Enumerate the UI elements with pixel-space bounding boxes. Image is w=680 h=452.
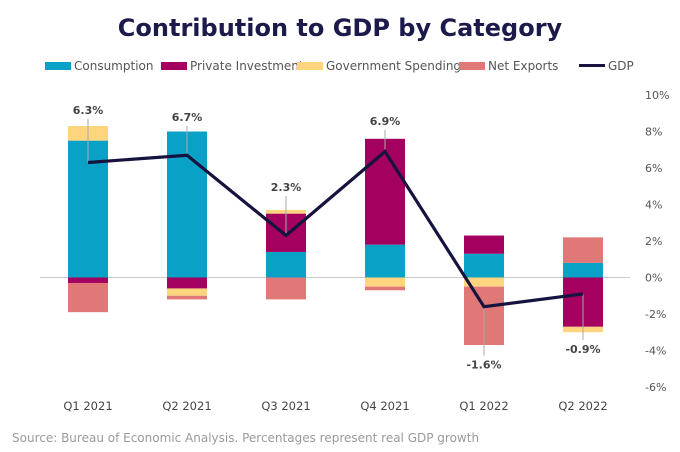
- legend-item-net-exports: Net Exports: [459, 59, 558, 73]
- bar-government-spending-q2-2021: [167, 288, 207, 296]
- y-tick-label: 10%: [645, 89, 669, 102]
- x-axis: Q1 2021 Q2 2021 Q3 2021 Q4 2021 Q1 2022 Q2 20…: [63, 399, 607, 413]
- legend-item-gdp: GDP: [579, 59, 634, 73]
- bar-net-exports-q4-2021: [365, 286, 405, 291]
- bar-private-investment-q1-2022: [464, 235, 504, 254]
- y-tick-label: -2%: [645, 308, 666, 321]
- y-tick-label: 6%: [645, 162, 662, 175]
- source-note: Source: Bureau of Economic Analysis. Per…: [12, 431, 479, 445]
- gdp-line: [87, 149, 584, 309]
- bar-net-exports-q1-2021: [68, 282, 108, 313]
- x-tick-label: Q1 2021: [63, 399, 112, 413]
- y-tick-label: 0%: [645, 272, 662, 285]
- bar-stack-q4-2021: [365, 138, 405, 291]
- legend-label: Net Exports: [488, 59, 558, 73]
- y-tick-label: 4%: [645, 199, 662, 212]
- legend-label: GDP: [608, 59, 634, 73]
- bar-consumption-q2-2022: [563, 262, 603, 278]
- legend-swatch-line: [579, 64, 605, 67]
- gdp-line-layer: [87, 149, 584, 309]
- legend-swatch: [45, 62, 71, 70]
- y-tick-label: -6%: [645, 381, 666, 394]
- data-labels: 6.3% 6.7% 2.3% 6.9% -1.6% -0.9%: [73, 104, 601, 372]
- legend-swatch: [161, 62, 187, 70]
- bar-consumption-q4-2021: [365, 244, 405, 278]
- bar-net-exports-q2-2022: [563, 237, 603, 263]
- gdp-data-label: 6.9%: [370, 115, 401, 128]
- y-tick-label: 8%: [645, 126, 662, 139]
- x-tick-label: Q3 2021: [261, 399, 310, 413]
- legend-label: Private Investment: [190, 59, 304, 73]
- x-tick-label: Q4 2021: [360, 399, 409, 413]
- gdp-data-label: -1.6%: [466, 359, 501, 372]
- bar-consumption-q3-2021: [266, 251, 306, 278]
- bar-government-spending-q4-2021: [365, 277, 405, 287]
- legend-swatch: [297, 62, 323, 70]
- legend-label: Government Spending: [326, 59, 461, 73]
- bar-private-investment-q1-2021: [68, 277, 108, 283]
- bar-private-investment-q2-2021: [167, 277, 207, 289]
- bar-government-spending-q1-2022: [464, 277, 504, 287]
- legend-item-government-spending: Government Spending: [297, 59, 461, 73]
- x-tick-label: Q2 2021: [162, 399, 211, 413]
- legend-item-consumption: Consumption: [45, 59, 153, 73]
- x-tick-label: Q2 2022: [558, 399, 607, 413]
- bar-consumption-q1-2022: [464, 253, 504, 278]
- legend-item-private-investment: Private Investment: [161, 59, 304, 73]
- y-axis: 10% 8% 6% 4% 2% 0% -2% -4% -6%: [645, 89, 669, 394]
- bar-private-investment-q4-2021: [365, 138, 405, 245]
- y-tick-label: 2%: [645, 235, 662, 248]
- chart-title: Contribution to GDP by Category: [118, 14, 563, 42]
- x-tick-label: Q1 2022: [459, 399, 508, 413]
- legend-label: Consumption: [74, 59, 153, 73]
- legend: Consumption Private Investment Government …: [45, 59, 634, 73]
- bar-net-exports-q3-2021: [266, 277, 306, 300]
- gdp-data-label: -0.9%: [565, 343, 600, 356]
- label-leader-lines: [87, 119, 584, 356]
- y-tick-label: -4%: [645, 345, 666, 358]
- legend-swatch: [459, 62, 485, 70]
- gdp-data-label: 2.3%: [271, 181, 302, 194]
- gdp-data-label: 6.7%: [172, 111, 203, 124]
- gdp-data-label: 6.3%: [73, 104, 104, 117]
- bar-consumption-q1-2021: [68, 140, 108, 278]
- bar-net-exports-q2-2021: [167, 295, 207, 300]
